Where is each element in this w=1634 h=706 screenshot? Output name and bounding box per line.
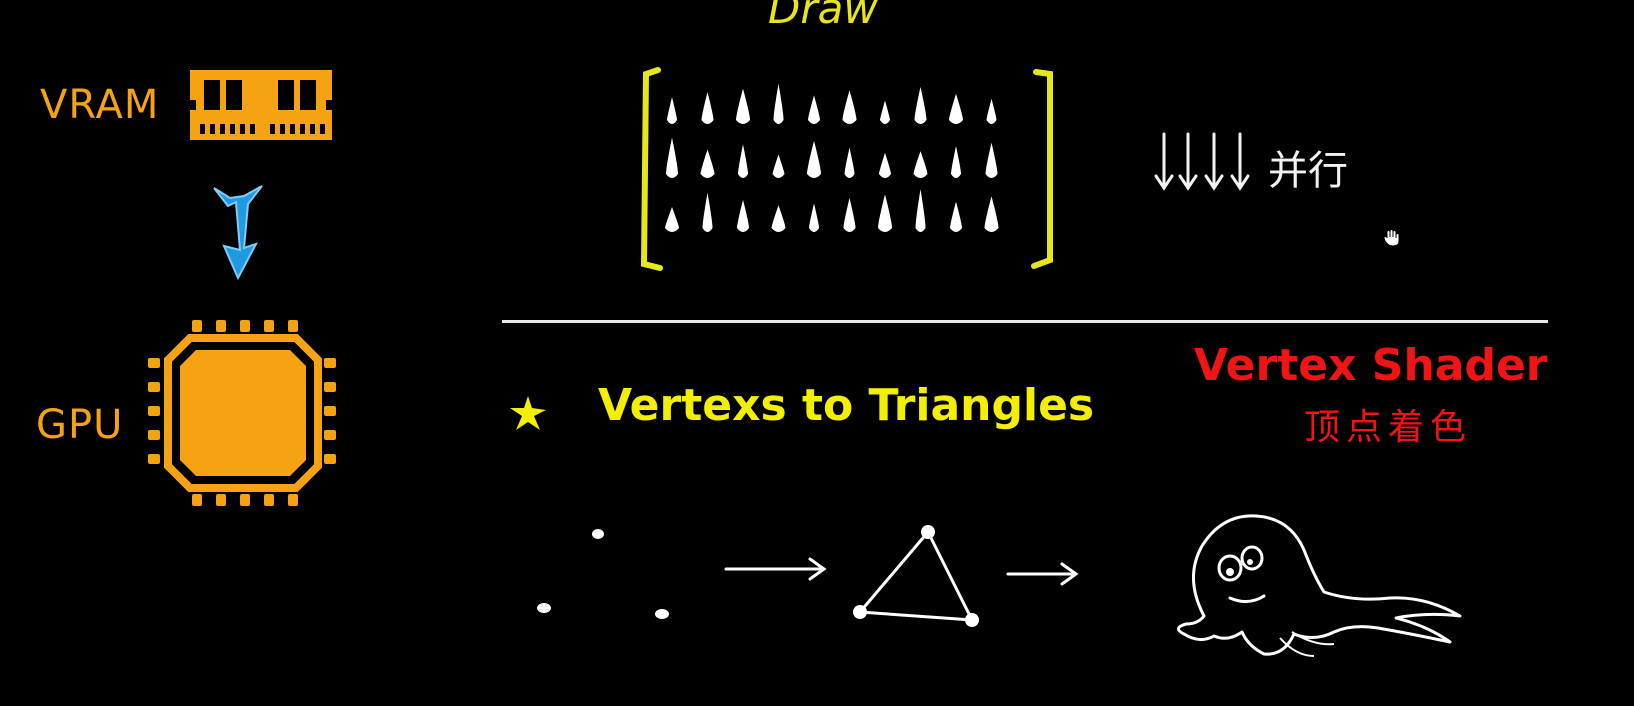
triangle-shape	[853, 525, 979, 627]
gpu-label: GPU	[36, 402, 124, 448]
thread-drop	[702, 192, 713, 232]
ram-chip-icon	[190, 70, 332, 140]
star-bullet-icon	[510, 396, 546, 430]
vertex-shader-title: Vertex Shader	[1194, 340, 1548, 391]
thread-drop	[985, 142, 998, 178]
gpu-chip-icon	[148, 320, 336, 506]
thread-drop	[772, 154, 785, 178]
thread-drop	[951, 146, 961, 178]
vram-label: VRAM	[40, 82, 160, 128]
thread-drop	[700, 149, 715, 178]
thread-drop	[843, 198, 856, 232]
thread-drop	[879, 152, 891, 178]
down-arrow-icon	[213, 185, 263, 281]
thread-drop	[844, 147, 855, 178]
draw-title: Draw	[768, 0, 878, 33]
hand-cursor-icon	[1383, 229, 1400, 247]
thread-drop	[771, 205, 786, 232]
thread-drop	[701, 92, 714, 124]
thread-drop	[915, 189, 926, 232]
section-divider	[502, 320, 1548, 323]
thread-drop	[878, 194, 892, 232]
right-arrow-icon	[1006, 562, 1079, 586]
thread-drop	[667, 97, 677, 124]
thread-drop	[665, 207, 679, 232]
thread-drop	[984, 196, 999, 232]
thread-drop	[914, 86, 927, 124]
thread-drop	[986, 98, 997, 124]
thread-drop	[773, 83, 784, 124]
parallel-arrows-icon	[1154, 132, 1250, 191]
thread-drop	[949, 93, 963, 124]
thread-drop	[738, 144, 748, 178]
vertex-shader-subtitle: 顶点着色	[1304, 407, 1473, 448]
ghost-drawing	[1177, 514, 1462, 657]
left-bracket	[640, 67, 663, 271]
thread-drop	[807, 140, 821, 178]
thread-drop	[842, 90, 857, 124]
thread-drop	[809, 203, 819, 232]
parallel-label: 并行	[1268, 148, 1348, 194]
thread-drop	[913, 151, 928, 178]
right-arrow-icon	[724, 557, 827, 581]
thread-drop	[666, 137, 678, 178]
thread-drop	[880, 100, 890, 124]
section-heading: Vertexs to Triangles	[598, 380, 1095, 431]
thread-drop	[736, 88, 750, 124]
thread-grid	[665, 83, 999, 232]
thread-drop	[737, 199, 749, 232]
vertex-points	[537, 529, 669, 619]
right-bracket	[1031, 69, 1053, 269]
thread-drop	[808, 95, 820, 124]
thread-drop	[950, 201, 962, 232]
